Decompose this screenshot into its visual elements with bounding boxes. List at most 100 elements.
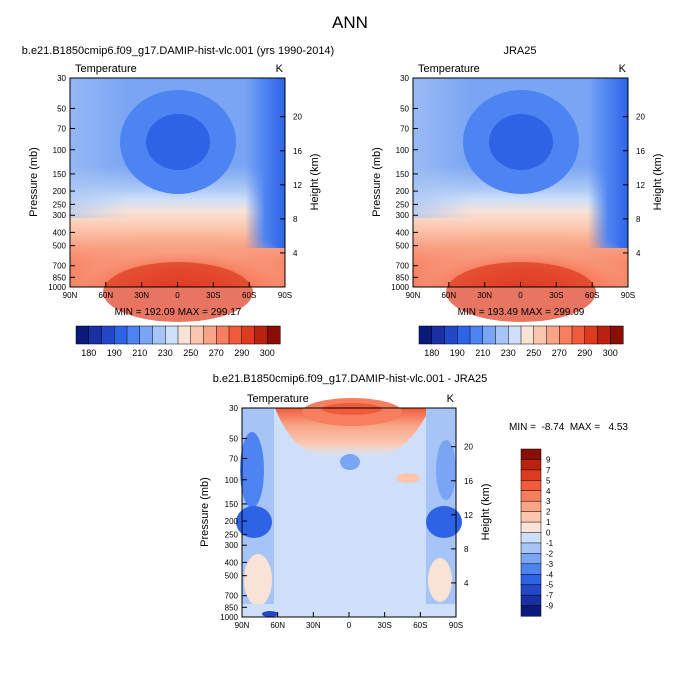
colorbar-label: 9 xyxy=(546,455,551,464)
y-tick-label: 850 xyxy=(396,273,410,282)
y2-tick-label: 16 xyxy=(293,147,302,156)
colorbar-swatch xyxy=(165,325,179,345)
colorbar-label: 3 xyxy=(546,497,551,506)
colorbar-swatch xyxy=(88,325,103,345)
colorbar-swatch xyxy=(216,325,230,345)
panel-diff: b.e21.B1850cmip6.f09_g17.DAMIP-hist-vlc.… xyxy=(199,373,628,630)
panel-obs-stats: MIN = 193.49 MAX = 299.09 xyxy=(458,307,585,318)
panel-model-field xyxy=(70,78,285,322)
y-tick-label: 300 xyxy=(396,211,410,220)
y2-tick-label: 4 xyxy=(293,249,298,258)
colorbar-swatch xyxy=(431,325,446,345)
y-tick-label: 70 xyxy=(57,125,66,134)
colorbar-swatch xyxy=(520,605,542,617)
colorbar-swatch xyxy=(520,480,542,492)
y2-tick-label: 4 xyxy=(464,579,469,588)
colorbar-label: 4 xyxy=(546,487,551,496)
colorbar-swatch xyxy=(520,542,542,554)
y2-tick-label: 12 xyxy=(293,181,302,190)
panel-diff-stats: MIN = -8.74 MAX = 4.53 xyxy=(509,422,628,433)
colorbar-swatch xyxy=(139,325,154,345)
colorbar-swatch xyxy=(457,325,471,345)
colorbar-swatch xyxy=(520,511,542,523)
colorbar-swatch xyxy=(610,325,624,345)
y-tick-label: 1000 xyxy=(220,613,238,622)
panel-model-y2label: Height (km) xyxy=(309,154,321,211)
colorbar-swatch xyxy=(152,325,166,345)
panel-obs: JRA25 Temperature K 30507010015020025030… xyxy=(371,45,664,358)
y-tick-label: 70 xyxy=(400,125,409,134)
y2-tick-label: 12 xyxy=(464,511,473,520)
colorbar-label: 210 xyxy=(475,348,490,358)
panel-diff-ylabel: Pressure (mb) xyxy=(199,477,211,547)
panel-diff-y2axis: 20 16 12 8 4 xyxy=(451,443,473,588)
panel-diff-right-label: K xyxy=(447,393,455,405)
y-tick-label: 700 xyxy=(225,592,239,601)
y-tick-label: 50 xyxy=(57,104,66,113)
panel-diff-y2label: Height (km) xyxy=(480,484,492,541)
y-tick-label: 300 xyxy=(225,541,239,550)
page-title: ANN xyxy=(332,13,368,32)
colorbar-label: 190 xyxy=(107,348,122,358)
x-tick-label: 90N xyxy=(63,291,78,300)
x-tick-label: 60S xyxy=(413,621,427,630)
colorbar-swatch xyxy=(546,325,560,345)
y-tick-label: 400 xyxy=(225,558,239,567)
y-tick-label: 500 xyxy=(225,572,239,581)
y-tick-label: 250 xyxy=(396,200,410,209)
colorbar-label: 270 xyxy=(552,348,567,358)
panel-diff-title: b.e21.B1850cmip6.f09_g17.DAMIP-hist-vlc.… xyxy=(213,373,488,385)
colorbar-swatch xyxy=(228,325,243,345)
y-tick-label: 700 xyxy=(53,262,67,271)
panel-model-xaxis: 90N 60N 30N 0 30S 60S 90S xyxy=(63,282,292,300)
colorbar-swatch xyxy=(418,325,433,345)
x-tick-label: 60S xyxy=(242,291,256,300)
y2-tick-label: 8 xyxy=(636,215,641,224)
panel-model-ylabel: Pressure (mb) xyxy=(28,147,40,217)
x-tick-label: 60N xyxy=(98,291,113,300)
colorbar-swatch xyxy=(520,584,542,596)
colorbar-label: 300 xyxy=(260,348,275,358)
colorbar-label: 1 xyxy=(546,518,551,527)
panel-model-title: b.e21.B1850cmip6.f09_g17.DAMIP-hist-vlc.… xyxy=(22,45,334,57)
x-tick-label: 30N xyxy=(477,291,492,300)
colorbar-label: 190 xyxy=(450,348,465,358)
colorbar-swatch xyxy=(520,459,542,471)
colorbar-label: 210 xyxy=(132,348,147,358)
y-tick-label: 70 xyxy=(229,455,238,464)
panel-diff-xaxis: 90N 60N 30N 0 30S 60S 90S xyxy=(235,612,463,630)
colorbar-swatch xyxy=(597,325,611,345)
colorbar-label: -3 xyxy=(546,560,554,569)
colorbar-swatch xyxy=(571,325,586,345)
y2-tick-label: 16 xyxy=(636,147,645,156)
colorbar-label: 250 xyxy=(526,348,541,358)
x-tick-label: 90N xyxy=(406,291,421,300)
colorbar-label: 230 xyxy=(158,348,173,358)
colorbar-swatch xyxy=(469,325,484,345)
y-tick-label: 200 xyxy=(53,187,67,196)
colorbar-label: 300 xyxy=(603,348,618,358)
y-tick-label: 100 xyxy=(225,476,239,485)
x-tick-label: 30S xyxy=(549,291,563,300)
panel-obs-field xyxy=(413,78,628,322)
y2-tick-label: 12 xyxy=(636,181,645,190)
colorbar-swatch xyxy=(267,325,281,345)
colorbar-label: -9 xyxy=(546,602,554,611)
y-tick-label: 850 xyxy=(53,273,67,282)
x-tick-label: 0 xyxy=(518,291,523,300)
colorbar-label: 230 xyxy=(501,348,516,358)
panel-model: b.e21.B1850cmip6.f09_g17.DAMIP-hist-vlc.… xyxy=(22,45,334,358)
colorbar-label: 180 xyxy=(81,348,96,358)
colorbar-swatch xyxy=(126,325,141,345)
y-tick-label: 50 xyxy=(400,104,409,113)
panel-obs-ylabel: Pressure (mb) xyxy=(371,147,383,217)
colorbar-swatch xyxy=(444,325,458,345)
colorbar-swatch xyxy=(114,325,128,345)
x-tick-label: 60S xyxy=(585,291,599,300)
y2-tick-label: 16 xyxy=(464,477,473,486)
colorbar-swatch xyxy=(177,325,192,345)
colorbar-label: 2 xyxy=(546,508,551,517)
colorbar-swatch xyxy=(520,500,542,513)
